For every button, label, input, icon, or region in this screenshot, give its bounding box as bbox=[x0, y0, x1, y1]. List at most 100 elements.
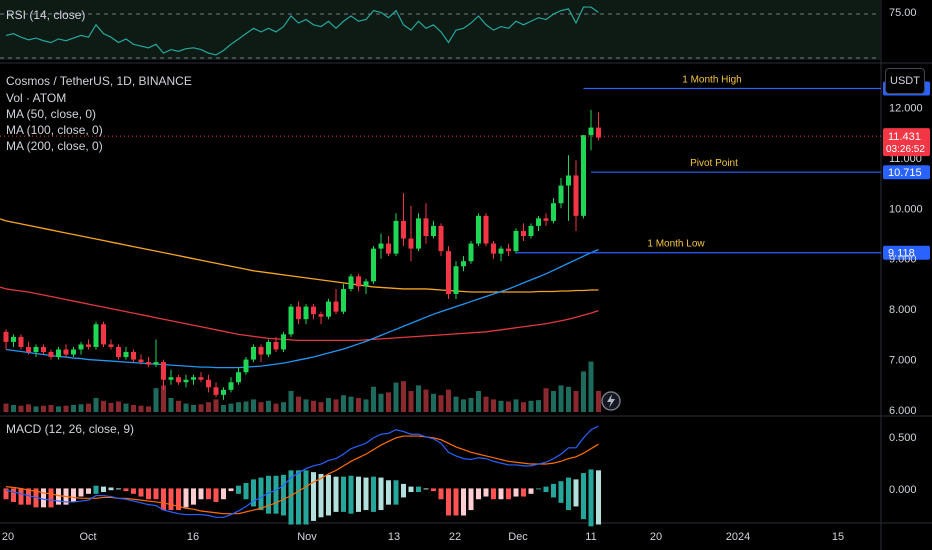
candle-body bbox=[198, 377, 204, 380]
volume-bar bbox=[408, 391, 414, 412]
volume-bar bbox=[596, 391, 601, 412]
candle bbox=[131, 349, 136, 363]
candle bbox=[41, 344, 46, 355]
volume-bar bbox=[356, 398, 361, 412]
volume-bar bbox=[573, 391, 579, 412]
volume-bar bbox=[86, 403, 91, 412]
candle-body bbox=[348, 276, 354, 289]
volume-bar bbox=[161, 385, 166, 412]
macd-histogram-bar bbox=[146, 488, 151, 500]
candle-body bbox=[393, 220, 399, 254]
candle bbox=[251, 344, 256, 363]
candle bbox=[63, 344, 69, 358]
candle bbox=[453, 261, 459, 300]
rsi-line bbox=[5, 6, 599, 56]
ma-label[interactable]: MA (200, close, 0) bbox=[6, 139, 103, 153]
candle bbox=[183, 374, 189, 388]
candle bbox=[78, 341, 84, 355]
signal-line bbox=[5, 435, 599, 515]
candle-body bbox=[521, 230, 526, 236]
price-tick: 10.000 bbox=[889, 203, 923, 215]
volume-bar bbox=[311, 400, 316, 412]
candle bbox=[363, 278, 369, 294]
macd-histogram-bar bbox=[551, 483, 556, 498]
candle-body bbox=[378, 243, 384, 249]
candle bbox=[198, 372, 204, 383]
candle bbox=[123, 346, 129, 360]
candle-body bbox=[146, 362, 151, 365]
macd-tick: 0.500 bbox=[889, 432, 917, 444]
volume-bar bbox=[543, 388, 549, 412]
volume-bar bbox=[146, 406, 151, 412]
macd-histogram-bar bbox=[138, 488, 144, 497]
current-price-tag bbox=[883, 128, 930, 157]
macd-histogram-bar bbox=[491, 488, 496, 500]
volume-bar bbox=[461, 399, 466, 412]
macd-histogram-bar bbox=[71, 488, 76, 502]
volume-bar bbox=[213, 399, 219, 412]
macd-histogram-bar bbox=[258, 477, 264, 511]
candle bbox=[71, 346, 76, 358]
candle-body bbox=[101, 324, 106, 345]
candle-body bbox=[461, 261, 466, 267]
symbol-title[interactable]: Cosmos / TetherUS, 1D, BINANCE bbox=[6, 74, 192, 88]
volume-label[interactable]: Vol · ATOM bbox=[6, 91, 66, 105]
candle bbox=[498, 246, 504, 262]
candle bbox=[513, 228, 519, 254]
volume-bar bbox=[363, 399, 369, 412]
candle bbox=[86, 339, 91, 350]
candle-body bbox=[573, 175, 579, 216]
candle bbox=[213, 382, 219, 398]
current-price-text: 11.431 bbox=[888, 131, 921, 143]
volume-bar bbox=[333, 399, 339, 412]
macd-histogram-bar bbox=[168, 488, 174, 511]
candle bbox=[296, 301, 301, 325]
time-tick: 15 bbox=[832, 531, 844, 543]
ma-label[interactable]: MA (100, close, 0) bbox=[6, 123, 103, 137]
volume-bar bbox=[528, 400, 534, 412]
candle bbox=[371, 246, 376, 284]
macd-histogram-bar bbox=[386, 480, 391, 505]
candle bbox=[153, 339, 159, 368]
candle bbox=[378, 233, 384, 259]
rsi-label[interactable]: RSI (14, close) bbox=[6, 8, 85, 22]
candle-body bbox=[513, 230, 519, 252]
candle bbox=[491, 241, 496, 259]
macd-histogram-bar bbox=[161, 488, 166, 511]
volume-bar bbox=[303, 399, 309, 412]
candle bbox=[33, 344, 39, 358]
macd-histogram-bar bbox=[393, 480, 399, 505]
candle bbox=[573, 160, 579, 231]
volume-bar bbox=[326, 398, 331, 412]
volume-bar bbox=[513, 399, 519, 412]
volume-bar bbox=[498, 400, 504, 412]
macd-histogram-bar bbox=[101, 486, 106, 493]
price-tick: 9.000 bbox=[889, 254, 917, 266]
macd-histogram-bar bbox=[311, 472, 316, 521]
macd-histogram-bar bbox=[453, 488, 459, 516]
macd-histogram-bar bbox=[116, 488, 121, 490]
currency-button[interactable]: USDT bbox=[885, 68, 925, 94]
macd-histogram-bar bbox=[198, 488, 204, 500]
time-tick: 16 bbox=[187, 531, 199, 543]
candle-body bbox=[108, 344, 114, 347]
macd-label[interactable]: MACD (12, 26, close, 9) bbox=[6, 422, 134, 436]
candle-body bbox=[498, 248, 504, 254]
macd-histogram-bar bbox=[123, 488, 129, 492]
candle-body bbox=[123, 352, 129, 358]
macd-histogram-bar bbox=[528, 488, 534, 494]
macd-histogram-bar bbox=[273, 475, 279, 514]
candle bbox=[438, 223, 444, 257]
volume-bar bbox=[273, 403, 279, 412]
candle bbox=[108, 339, 114, 350]
volume-bar bbox=[48, 405, 54, 412]
macd-histogram-bar bbox=[498, 488, 504, 500]
lightning-icon[interactable] bbox=[601, 391, 621, 411]
candle-body bbox=[528, 225, 534, 236]
volume-bar bbox=[453, 396, 459, 412]
volume-bar bbox=[221, 405, 226, 412]
ma-label[interactable]: MA (50, close, 0) bbox=[6, 107, 96, 121]
candle bbox=[543, 213, 549, 226]
candle bbox=[146, 357, 151, 368]
